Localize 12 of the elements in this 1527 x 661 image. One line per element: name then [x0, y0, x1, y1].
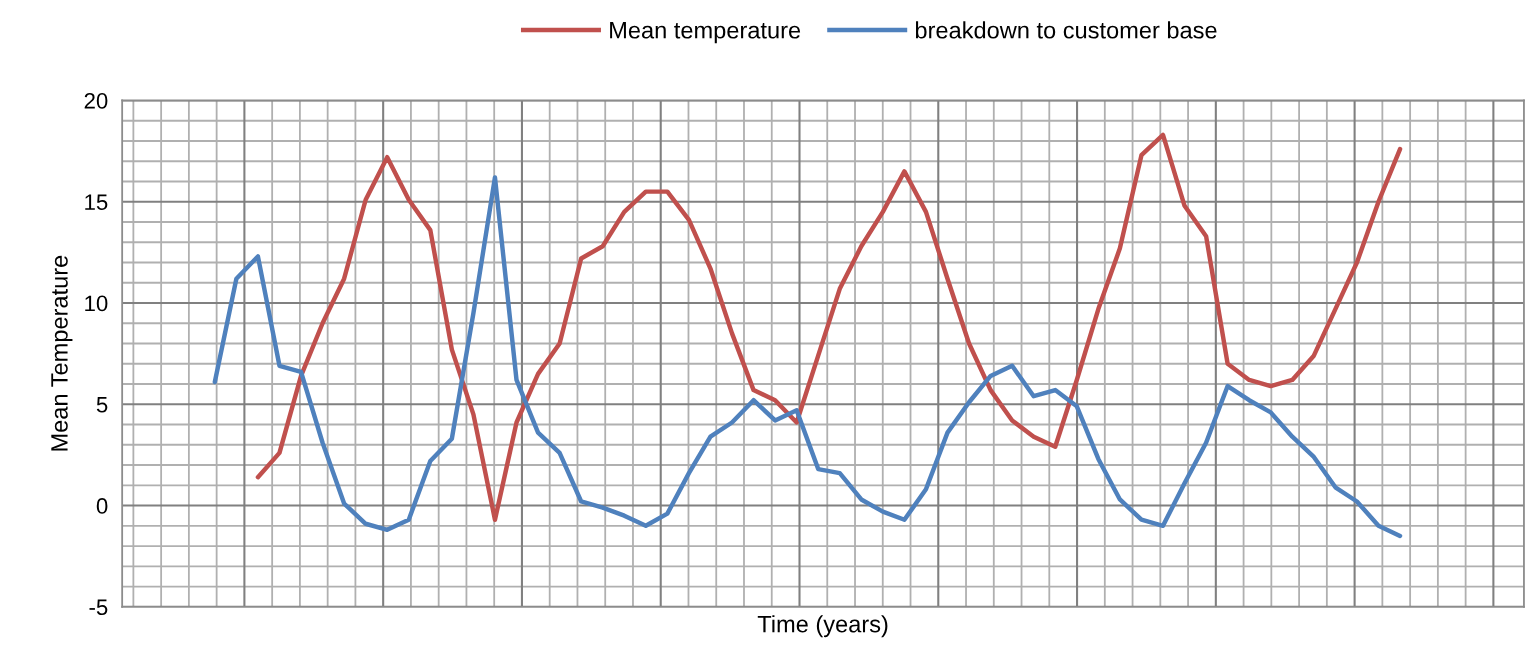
y-axis-title: Mean Temperature	[51, 255, 73, 451]
y-tick-label: 5	[96, 397, 108, 413]
y-tick-label: 15	[85, 194, 108, 211]
y-tick-label: 10	[85, 295, 108, 312]
legend-label: Mean temperature	[610, 22, 801, 44]
y-tick-label: 20	[84, 93, 108, 109]
x-axis-title: Time (years)	[757, 615, 888, 638]
y-tick-label: -5	[89, 599, 108, 616]
legend-label: breakdown to customer base	[915, 21, 1217, 39]
line-series	[212, 175, 1403, 539]
y-tick-label: 0	[96, 498, 108, 514]
line-series	[255, 132, 1403, 522]
